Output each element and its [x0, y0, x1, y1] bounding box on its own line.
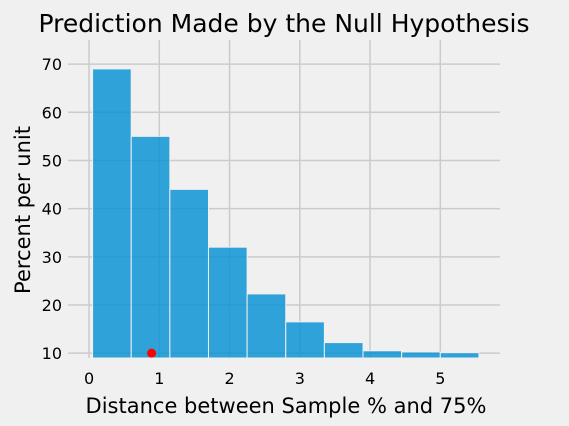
histogram-bar-0	[92, 68, 132, 359]
observed-point-0	[147, 348, 157, 358]
histogram-bar-4	[246, 293, 287, 359]
x-tick-label-1: 1	[154, 369, 164, 388]
histogram-bar-3	[207, 246, 248, 359]
y-tick-label-6: 70	[42, 55, 62, 74]
tick-labels: 10 20 30 40 50 60 70 0 1 2 3 4 5	[42, 55, 446, 388]
x-tick-label-0: 0	[84, 369, 94, 388]
histogram-bar-2	[169, 188, 209, 359]
y-tick-label-4: 50	[42, 151, 62, 170]
y-tick-label-0: 10	[42, 344, 62, 363]
y-tick-label-1: 20	[42, 296, 62, 315]
histogram-bar-9	[439, 352, 480, 359]
chart-title: Prediction Made by the Null Hypothesis	[39, 9, 530, 38]
x-tick-label-3: 3	[295, 369, 305, 388]
histogram-bar-1	[130, 135, 171, 359]
y-axis-label: Percent per unit	[11, 126, 35, 294]
x-tick-label-2: 2	[224, 369, 234, 388]
x-tick-label-5: 5	[435, 369, 445, 388]
histogram-bars	[92, 68, 480, 359]
x-tick-label-4: 4	[365, 369, 375, 388]
histogram-bar-8	[401, 351, 441, 359]
x-axis-label: Distance between Sample % and 75%	[86, 394, 487, 418]
histogram-bar-5	[285, 321, 325, 359]
observed-points	[147, 348, 157, 358]
histogram-bar-6	[323, 342, 364, 359]
histogram-bar-7	[362, 350, 403, 359]
y-tick-label-5: 60	[42, 103, 62, 122]
y-tick-label-3: 40	[42, 200, 62, 219]
y-tick-label-2: 30	[42, 248, 62, 267]
